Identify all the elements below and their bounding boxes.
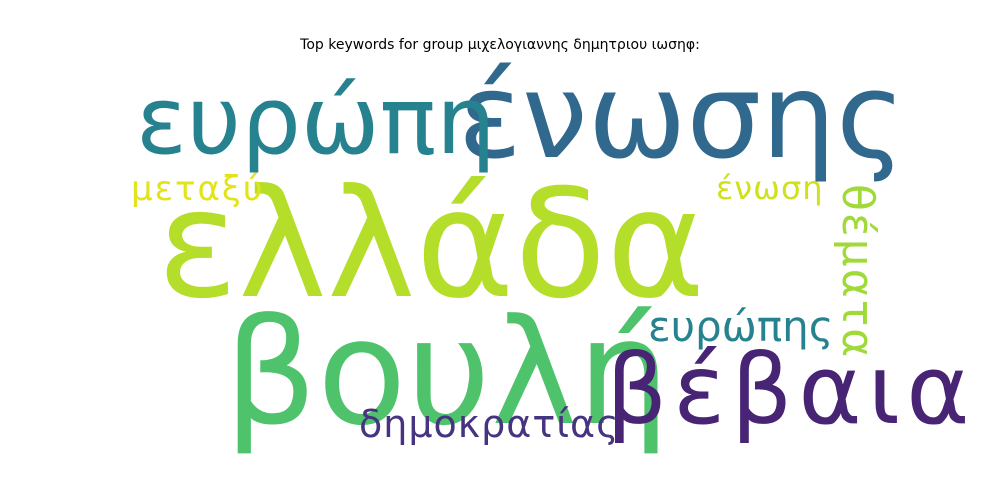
word-1: βουλή: [224, 288, 670, 458]
word-7: θέματα: [832, 184, 883, 360]
word-9: ένωση: [716, 169, 824, 207]
word-0: ελλάδα: [157, 158, 706, 332]
chart-title: Top keywords for group μιχελογιαννης δημ…: [300, 37, 700, 53]
word-3: ευρώπη: [136, 67, 496, 176]
word-8: μεταξύ: [131, 169, 265, 209]
word-4: βέβαια: [606, 334, 976, 446]
word-6: δημοκρατίας: [359, 402, 620, 446]
word-5: ευρώπης: [648, 302, 834, 351]
word-2: ένωσης: [458, 47, 906, 185]
